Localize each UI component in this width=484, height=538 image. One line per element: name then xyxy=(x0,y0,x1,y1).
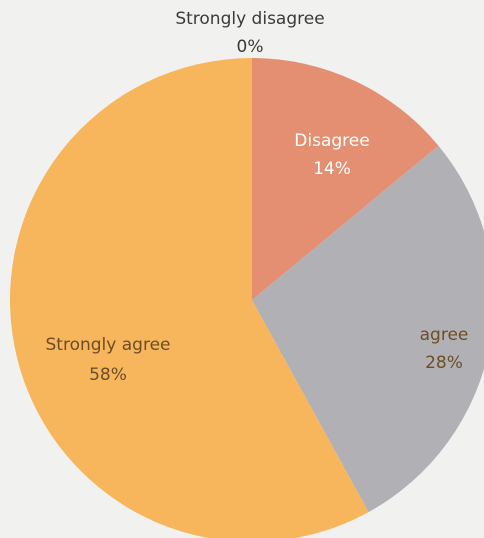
slice-percent-label-strongly-disagree: 0% xyxy=(237,37,264,57)
pie-slice-disagree xyxy=(252,58,439,300)
pie-slice-agree xyxy=(252,145,484,513)
slice-name-label-agree: agree xyxy=(420,325,469,345)
slice-percent-label-strongly-agree: 58% xyxy=(89,365,127,385)
slice-name-label-strongly-agree: Strongly agree xyxy=(46,335,171,355)
pie-labels: Strongly disagree 0% Disagree 14% agree 28% St… xyxy=(46,9,469,385)
slice-percent-label-disagree: 14% xyxy=(313,159,351,179)
pie-slices xyxy=(10,58,484,538)
slice-name-label-disagree: Disagree xyxy=(294,131,369,151)
pie-slice-strongly-agree xyxy=(10,58,369,538)
slice-name-label-strongly-disagree: Strongly disagree xyxy=(175,9,324,29)
slice-percent-label-agree: 28% xyxy=(425,353,463,373)
